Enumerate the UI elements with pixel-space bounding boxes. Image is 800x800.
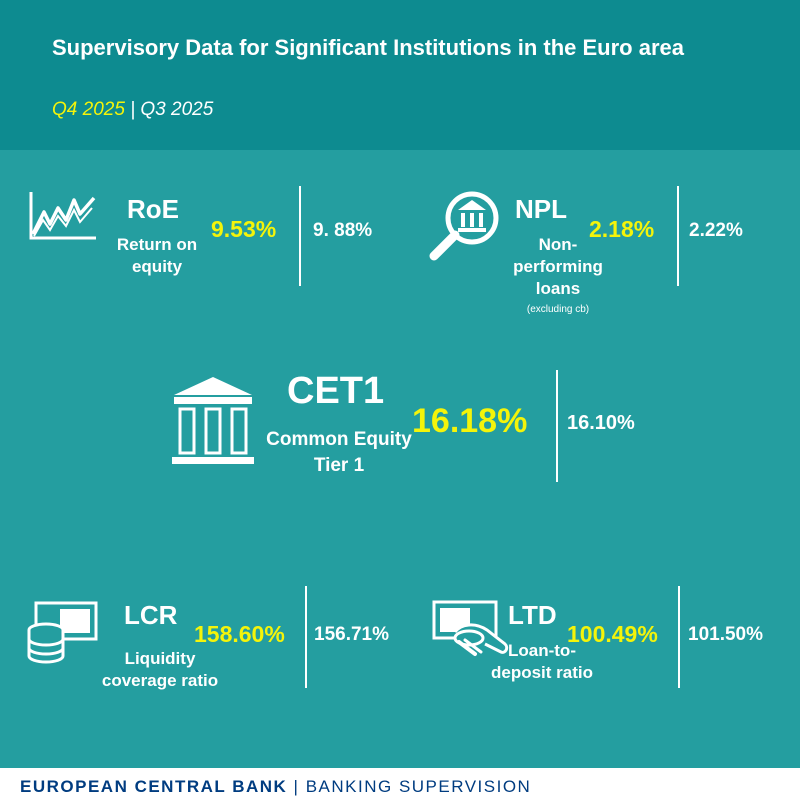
cet1-label: Common Equity Tier 1: [266, 429, 412, 476]
ltd-current-value: 100.49%: [567, 621, 658, 647]
lcr-current-value: 158.60%: [194, 621, 285, 647]
cet1-previous-value: 16.10%: [567, 412, 635, 434]
cet1-abbreviation: CET1: [287, 370, 385, 412]
page-title: Supervisory Data for Significant Institu…: [52, 35, 684, 60]
ltd-abbreviation: LTD: [508, 600, 557, 630]
line-chart-icon: [29, 192, 96, 240]
cet1-current-value: 16.18%: [412, 402, 528, 440]
cet1-divider: [556, 370, 558, 482]
lcr-divider: [305, 586, 307, 688]
roe-current-value: 9.53%: [211, 216, 277, 242]
quarter-previous: Q3 2025: [140, 99, 214, 120]
header-banner: [0, 0, 800, 150]
roe-label: Return on equity: [116, 235, 198, 276]
footer-bar: [0, 768, 800, 800]
quarter-separator: |: [130, 99, 136, 120]
quarter-legend: Q4 2025 | Q3 2025: [52, 98, 213, 122]
coins-banknote-icon: [27, 601, 98, 664]
lcr-previous-value: 156.71%: [314, 624, 390, 645]
roe-divider: [299, 186, 301, 286]
lcr-abbreviation: LCR: [124, 600, 178, 630]
npl-divider: [677, 186, 679, 286]
ltd-divider: [678, 586, 680, 688]
footer-branding: EUROPEAN CENTRAL BANK | BANKING SUPERVIS…: [20, 777, 531, 797]
hand-banknote-icon: [432, 600, 509, 656]
npl-previous-value: 2.22%: [689, 220, 743, 241]
footer-separator: |: [293, 777, 300, 796]
roe-abbreviation: RoE: [127, 194, 179, 224]
roe-previous-value: 9. 88%: [313, 220, 373, 241]
footer-ecb-name: EUROPEAN CENTRAL BANK: [20, 777, 288, 796]
metrics-panel: [0, 150, 800, 768]
npl-current-value: 2.18%: [589, 216, 655, 242]
npl-note: (excluding cb): [526, 304, 590, 315]
lcr-label: Liquidity coverage ratio: [101, 649, 219, 690]
ltd-previous-value: 101.50%: [688, 624, 764, 645]
bank-building-icon: [172, 377, 254, 464]
footer-banking-supervision: BANKING SUPERVISION: [305, 777, 532, 796]
npl-label: Non-performing loans: [513, 235, 603, 298]
magnifier-bank-icon: [429, 191, 499, 261]
ltd-label: Loan-to-deposit ratio: [490, 641, 593, 682]
quarter-current: Q4 2025: [52, 99, 125, 120]
npl-abbreviation: NPL: [515, 194, 567, 224]
